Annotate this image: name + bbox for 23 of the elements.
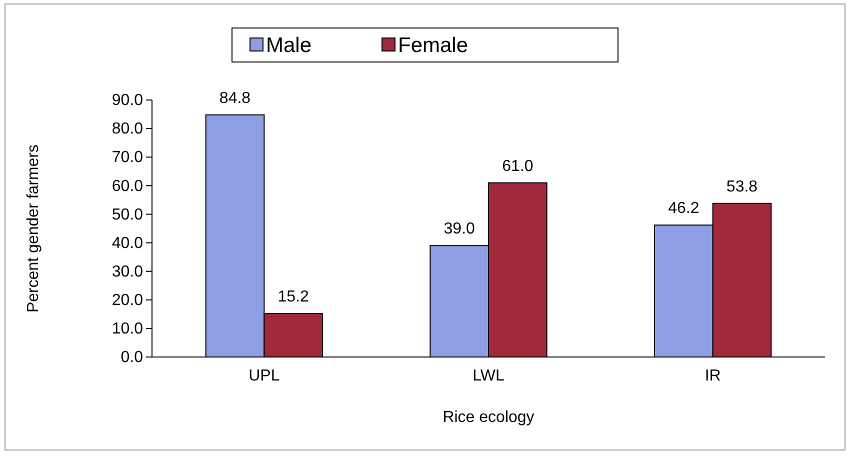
legend-label: Male (266, 34, 312, 57)
x-tick-label: LWL (472, 367, 504, 384)
y-axis-title: Percent gender farmers (25, 144, 42, 313)
y-tick-label: 40.0 (112, 234, 144, 252)
y-tick-label: 90.0 (112, 92, 144, 110)
y-tick-label: 80.0 (112, 120, 144, 138)
text: 46.2 (668, 200, 700, 218)
y-tick-label: 20.0 (112, 292, 144, 310)
legend-label: Female (398, 34, 468, 57)
text: 53.8 (726, 178, 758, 196)
text: 39.0 (444, 220, 475, 238)
text: 15.2 (278, 288, 309, 306)
text: 61.0 (502, 158, 534, 175)
y-tick-label: 60.0 (112, 178, 144, 195)
x-tick-label: IR (704, 367, 721, 384)
y-tick-label: 70.0 (112, 149, 144, 166)
y-tick-label: 10.0 (112, 320, 144, 338)
x-axis-title: Rice ecology (442, 409, 534, 426)
y-tick-label: 30.0 (112, 263, 144, 280)
y-tick-label: 50.0 (112, 206, 144, 224)
x-tick-label: UPL (248, 367, 280, 384)
y-tick-label: 0.0 (120, 349, 144, 366)
text: 84.8 (219, 90, 251, 107)
